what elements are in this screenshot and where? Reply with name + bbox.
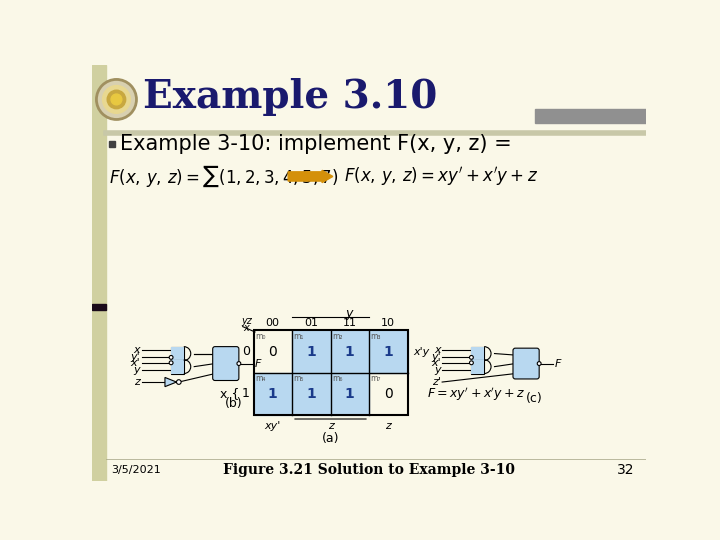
FancyArrow shape	[288, 170, 333, 183]
Text: z: z	[135, 377, 140, 387]
Circle shape	[237, 362, 240, 366]
Circle shape	[102, 85, 130, 113]
Text: y': y'	[431, 353, 441, 362]
FancyBboxPatch shape	[171, 360, 184, 374]
Text: 1: 1	[242, 388, 250, 401]
Text: 10: 10	[382, 318, 395, 328]
Text: z': z'	[432, 377, 441, 387]
Text: m₁: m₁	[294, 332, 304, 341]
FancyBboxPatch shape	[171, 347, 184, 361]
Bar	[472, 360, 484, 374]
Text: x': x'	[431, 358, 441, 368]
Text: y: y	[134, 366, 140, 375]
Text: 00: 00	[266, 318, 280, 328]
Text: 1: 1	[268, 387, 278, 401]
Circle shape	[111, 94, 122, 105]
Text: y: y	[346, 307, 353, 320]
Text: 0: 0	[384, 387, 392, 401]
Bar	[369, 330, 408, 373]
FancyBboxPatch shape	[513, 348, 539, 379]
Bar	[92, 65, 647, 138]
Text: 1: 1	[307, 345, 316, 359]
Text: xy': xy'	[265, 421, 281, 431]
Text: m₂: m₂	[332, 332, 343, 341]
Text: Example 3.10: Example 3.10	[143, 78, 437, 116]
Text: x: x	[243, 323, 248, 333]
Text: 32: 32	[617, 463, 634, 477]
Circle shape	[107, 90, 126, 109]
Circle shape	[469, 361, 473, 365]
Bar	[92, 65, 106, 481]
Text: x {: x {	[220, 388, 240, 401]
Text: x': x'	[131, 358, 140, 368]
Bar	[292, 373, 330, 415]
Text: F: F	[554, 359, 561, 369]
Text: m₀: m₀	[255, 332, 266, 341]
Bar	[253, 330, 408, 415]
FancyBboxPatch shape	[212, 347, 239, 381]
Circle shape	[169, 355, 173, 359]
Text: Example 3-10: implement F(x, y, z) =: Example 3-10: implement F(x, y, z) =	[120, 134, 511, 154]
Text: x'y: x'y	[414, 347, 430, 356]
Bar	[472, 347, 484, 361]
Text: 01: 01	[305, 318, 318, 328]
Text: 0: 0	[269, 345, 277, 359]
Text: x: x	[134, 345, 140, 355]
Bar	[253, 373, 292, 415]
Text: 11: 11	[343, 318, 356, 328]
Text: $F(x,\,y,\,z) = \sum(1,2,3,4,5,7)$: $F(x,\,y,\,z) = \sum(1,2,3,4,5,7)$	[109, 164, 338, 189]
FancyBboxPatch shape	[472, 347, 484, 361]
Circle shape	[169, 361, 173, 365]
Text: (a): (a)	[322, 432, 339, 445]
Text: 1: 1	[307, 387, 316, 401]
Text: 3/5/2021: 3/5/2021	[111, 465, 161, 475]
Text: m₇: m₇	[371, 374, 381, 383]
Text: 1: 1	[383, 345, 393, 359]
Text: Figure 3.21 Solution to Example 3-10: Figure 3.21 Solution to Example 3-10	[223, 463, 515, 477]
Text: m₅: m₅	[294, 374, 304, 383]
Bar	[330, 330, 369, 373]
Text: x: x	[434, 345, 441, 355]
Text: m₃: m₃	[371, 332, 381, 341]
Text: 0: 0	[242, 345, 250, 358]
Text: $F(x,\,y,\,z) = xy' + x'y + z$: $F(x,\,y,\,z) = xy' + x'y + z$	[344, 165, 539, 188]
Bar	[92, 304, 106, 310]
Bar	[171, 360, 184, 374]
Text: yz: yz	[241, 316, 252, 326]
Text: y': y'	[131, 353, 140, 362]
Bar	[171, 347, 184, 361]
Text: m₄: m₄	[255, 374, 266, 383]
Polygon shape	[165, 377, 176, 387]
Text: $F = xy' + x'y + z$: $F = xy' + x'y + z$	[427, 385, 525, 403]
Text: z: z	[385, 421, 391, 431]
Text: z: z	[328, 421, 333, 431]
Circle shape	[96, 79, 137, 119]
Text: 1: 1	[345, 387, 355, 401]
Bar	[534, 109, 647, 123]
FancyBboxPatch shape	[472, 360, 484, 374]
Text: m₆: m₆	[332, 374, 343, 383]
Bar	[292, 330, 330, 373]
Text: (b): (b)	[225, 397, 243, 410]
Circle shape	[176, 380, 181, 384]
Text: y: y	[434, 366, 441, 375]
Text: F: F	[254, 359, 261, 369]
Bar	[109, 141, 115, 147]
Circle shape	[469, 355, 473, 359]
Text: (c): (c)	[526, 392, 542, 405]
Text: 1: 1	[345, 345, 355, 359]
Bar	[330, 373, 369, 415]
Circle shape	[537, 362, 541, 366]
